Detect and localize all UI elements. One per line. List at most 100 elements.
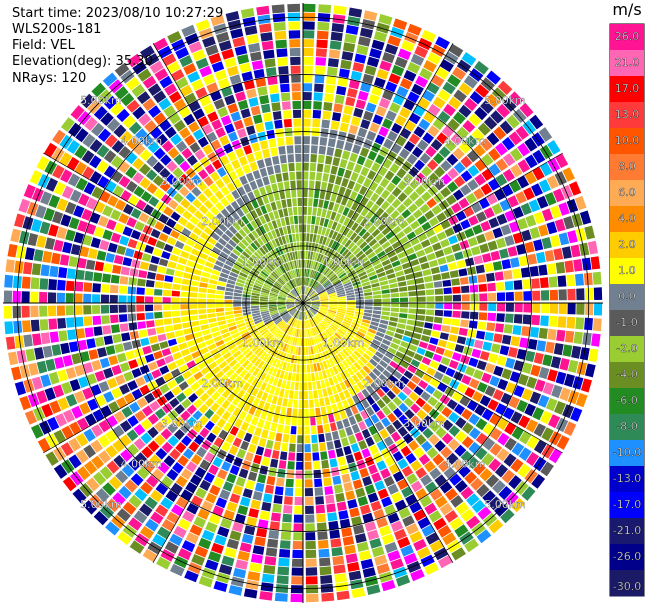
gate — [397, 192, 408, 203]
gate — [548, 448, 563, 464]
gate — [52, 164, 65, 179]
ring-label: 1.00km — [323, 256, 365, 269]
gate — [209, 348, 219, 356]
gate — [298, 329, 301, 338]
gate — [516, 348, 527, 360]
gate — [491, 87, 507, 102]
gate — [355, 214, 364, 224]
gate — [121, 464, 135, 478]
gate — [309, 308, 316, 315]
gate — [556, 435, 570, 450]
gate — [242, 382, 251, 392]
gate — [120, 266, 130, 276]
gate — [332, 334, 340, 342]
gate — [307, 337, 310, 346]
gate — [235, 353, 244, 362]
gate — [405, 325, 415, 332]
gate — [511, 497, 526, 513]
gate — [371, 39, 385, 51]
gate — [305, 523, 315, 532]
gate — [572, 376, 584, 390]
gate — [210, 171, 220, 182]
gate — [488, 217, 500, 229]
gate — [213, 335, 223, 343]
gate — [591, 333, 601, 347]
gate — [234, 313, 243, 318]
gate — [328, 295, 337, 299]
gate — [84, 413, 97, 427]
gate — [549, 303, 559, 314]
gate — [214, 227, 224, 237]
gate — [385, 231, 395, 240]
gate — [286, 298, 295, 301]
gate — [221, 332, 231, 339]
gate — [341, 248, 350, 257]
ring-label: 1.00km — [242, 256, 284, 269]
gate — [508, 131, 522, 146]
gate — [373, 306, 382, 311]
gate — [332, 279, 341, 285]
gate — [214, 190, 225, 201]
gate — [286, 300, 295, 303]
gate — [303, 286, 306, 295]
gate — [289, 252, 294, 261]
gate — [304, 452, 312, 461]
gate — [552, 188, 565, 203]
gate — [97, 434, 111, 448]
gate — [72, 488, 87, 504]
gate — [423, 245, 434, 255]
gate — [259, 272, 267, 279]
gate — [318, 4, 332, 14]
gate — [496, 303, 506, 312]
gate — [395, 574, 411, 587]
gate — [126, 443, 140, 456]
gate — [211, 425, 222, 436]
gate — [486, 193, 498, 205]
gate — [237, 275, 247, 281]
gate — [337, 291, 346, 296]
gate — [198, 27, 213, 40]
gate — [196, 237, 207, 246]
gate — [105, 445, 118, 458]
gate — [181, 227, 192, 237]
gate — [257, 519, 269, 529]
gate — [219, 489, 231, 500]
gate — [281, 323, 288, 331]
gate — [331, 23, 345, 33]
gate — [379, 211, 389, 221]
gate — [376, 22, 390, 34]
gate — [369, 122, 380, 133]
gate — [328, 358, 335, 367]
gate — [325, 316, 333, 322]
gate — [216, 285, 226, 291]
gate — [336, 139, 345, 150]
gate — [299, 311, 302, 320]
gate — [59, 152, 73, 167]
gate — [303, 338, 306, 347]
gate — [214, 242, 224, 251]
gate — [220, 208, 230, 218]
gate — [135, 128, 148, 141]
gate — [267, 231, 274, 241]
gate — [385, 110, 397, 122]
gate — [345, 286, 354, 292]
gate — [547, 140, 561, 155]
gate — [549, 289, 559, 301]
gate — [5, 336, 16, 350]
gate — [443, 466, 456, 480]
gate — [396, 168, 407, 179]
gate — [144, 244, 155, 254]
gate — [447, 181, 459, 193]
gate — [352, 384, 361, 394]
gate — [268, 84, 279, 94]
gate — [289, 270, 294, 279]
gate — [260, 32, 273, 42]
gate — [294, 136, 302, 145]
gate — [273, 210, 280, 220]
gate — [316, 163, 324, 173]
gate — [403, 173, 414, 184]
gate — [444, 227, 455, 237]
gate — [121, 332, 131, 342]
gate — [273, 495, 283, 504]
gate — [265, 242, 272, 252]
